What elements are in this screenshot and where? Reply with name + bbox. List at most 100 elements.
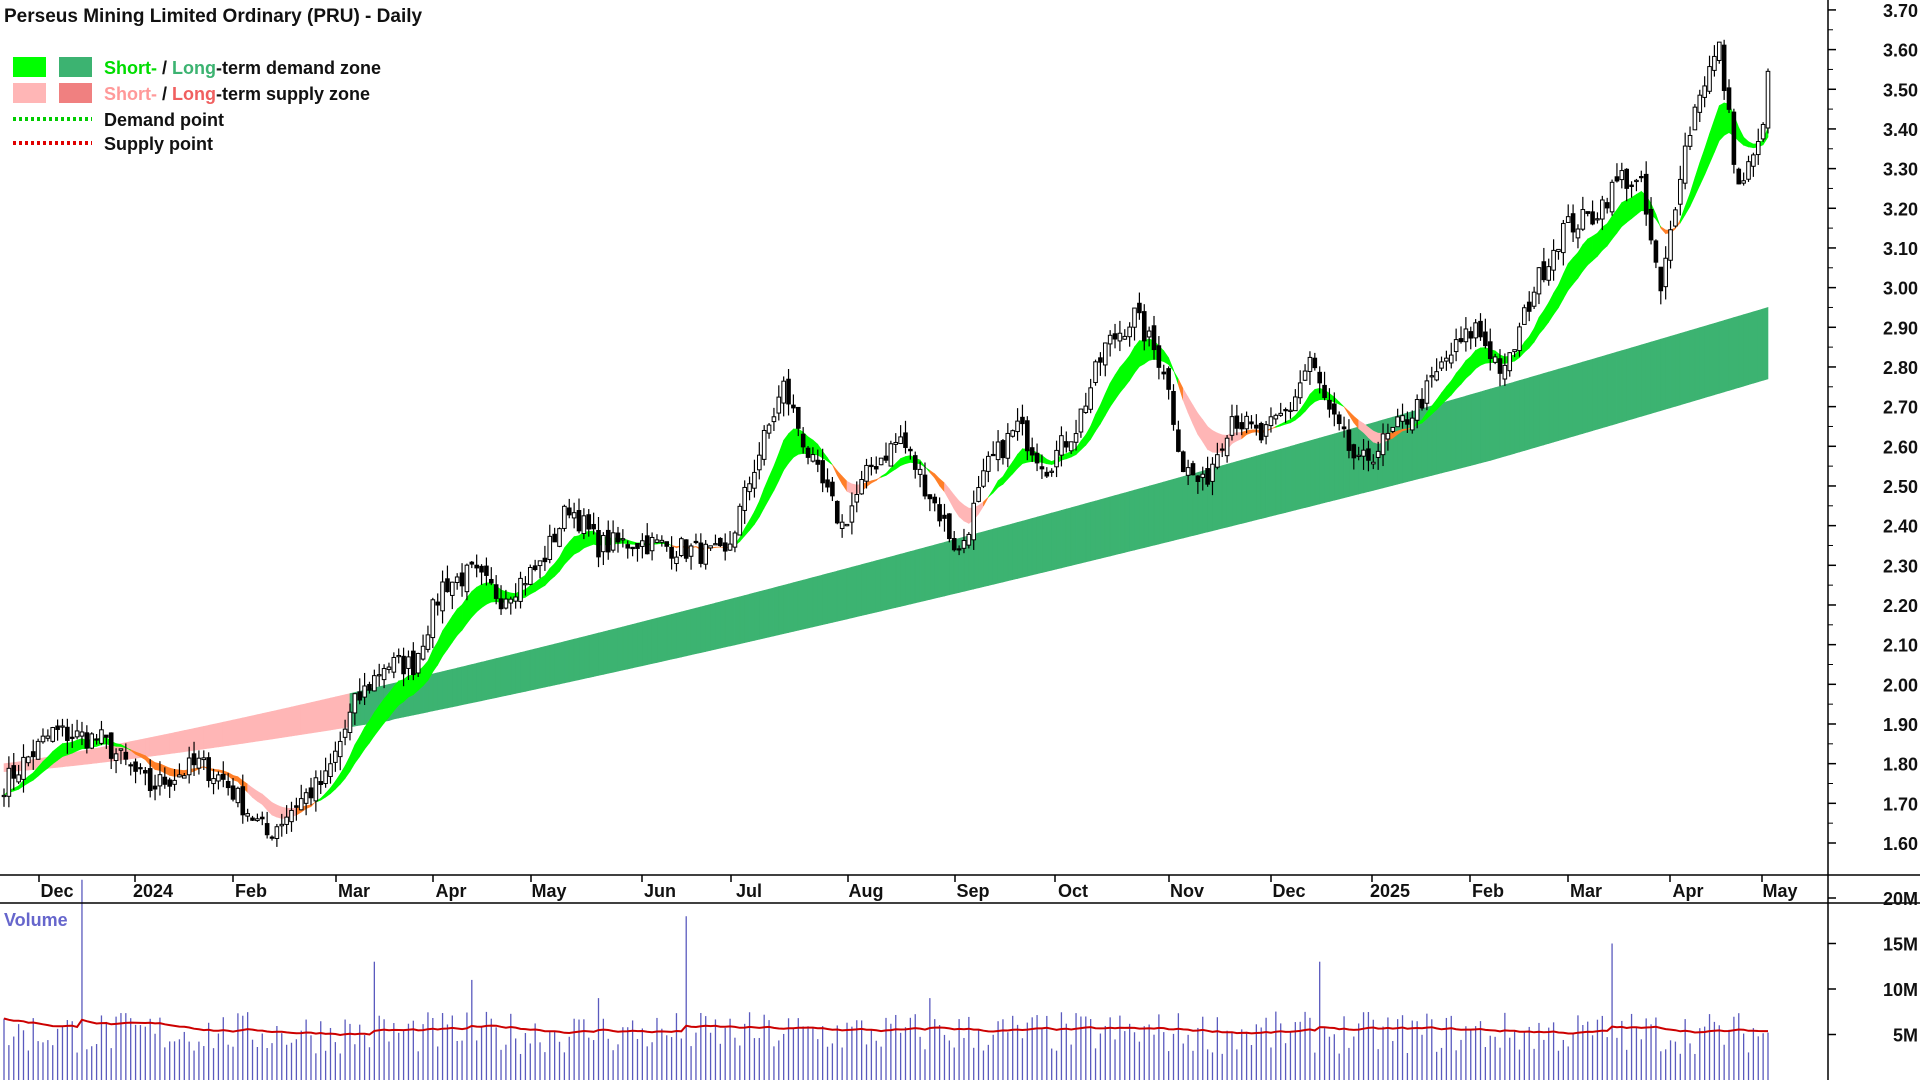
candle-body bbox=[347, 711, 353, 734]
long-zone-segment bbox=[154, 735, 161, 756]
candle-body bbox=[1039, 466, 1045, 470]
volume-y-axis: 20M 15M 10M 5M bbox=[1828, 889, 1918, 1046]
long-zone-segment bbox=[1236, 459, 1243, 526]
long-zone-segment bbox=[461, 665, 468, 706]
candle-body bbox=[1419, 398, 1425, 409]
candle-body bbox=[878, 457, 884, 466]
candle-body bbox=[1643, 173, 1649, 215]
long-zone-segment bbox=[437, 671, 443, 711]
candlestick-series bbox=[1, 39, 1771, 847]
candle-body bbox=[206, 757, 211, 782]
candle-body bbox=[1176, 429, 1181, 452]
volume-bar-series bbox=[3, 879, 1769, 1080]
candle-body bbox=[610, 532, 616, 551]
x-tick-label: Dec bbox=[40, 881, 73, 901]
x-tick-label: Feb bbox=[1472, 881, 1504, 901]
candle-body bbox=[1239, 422, 1245, 430]
long-zone-segment bbox=[1338, 430, 1345, 500]
long-zone-segment bbox=[559, 641, 565, 685]
candle-body bbox=[1721, 44, 1727, 92]
long-zone-segment bbox=[1119, 492, 1126, 554]
long-zone-segment bbox=[1173, 477, 1179, 541]
candle-body bbox=[372, 675, 377, 692]
long-zone-segment bbox=[1645, 341, 1652, 416]
long-zone-segment bbox=[797, 579, 804, 631]
long-zone-segment bbox=[1592, 357, 1598, 432]
long-zone-segment bbox=[929, 544, 936, 600]
candle-body bbox=[947, 513, 952, 540]
long-zone-segment bbox=[1080, 503, 1087, 564]
candle-body bbox=[747, 483, 752, 493]
candle-body bbox=[937, 504, 942, 522]
candle-body bbox=[888, 443, 894, 467]
long-zone-segment bbox=[856, 564, 862, 618]
short-zone-segment bbox=[486, 582, 492, 605]
candle-body bbox=[289, 809, 294, 823]
long-zone-segment bbox=[1499, 384, 1506, 459]
long-zone-segment bbox=[1134, 488, 1140, 551]
candle-body bbox=[986, 455, 991, 472]
candle-body bbox=[1600, 199, 1605, 220]
candle-body bbox=[1054, 449, 1059, 468]
long-zone-segment bbox=[778, 584, 784, 636]
long-zone-segment bbox=[1104, 496, 1111, 558]
candle-body bbox=[464, 564, 470, 593]
candle-body bbox=[869, 464, 874, 468]
candle-body bbox=[542, 557, 548, 563]
candle-body bbox=[893, 441, 899, 445]
x-tick-label: Apr bbox=[436, 881, 467, 901]
candle-body bbox=[450, 581, 455, 596]
candle-body bbox=[1020, 416, 1025, 425]
candle-body bbox=[1, 794, 7, 798]
long-zone-segment bbox=[452, 667, 458, 708]
x-tick-label: Apr bbox=[1673, 881, 1704, 901]
long-zone-segment bbox=[1684, 330, 1691, 404]
short-zone-segment bbox=[398, 679, 404, 706]
long-zone-segment bbox=[1567, 364, 1574, 439]
candle-body bbox=[859, 479, 864, 495]
candle-body bbox=[1624, 168, 1629, 189]
volume-tick-label: 10M bbox=[1883, 980, 1918, 1000]
candle-body bbox=[1249, 421, 1254, 425]
candle-body bbox=[605, 529, 611, 553]
long-zone-segment bbox=[812, 575, 819, 628]
candle-body bbox=[401, 655, 406, 675]
long-zone-segment bbox=[749, 592, 755, 642]
candle-body bbox=[912, 455, 918, 470]
long-zone-segment bbox=[203, 724, 209, 750]
long-zone-segment bbox=[145, 737, 151, 758]
long-zone-segment bbox=[1762, 307, 1769, 381]
short-zone-segment bbox=[1251, 429, 1257, 433]
candle-body bbox=[1434, 371, 1439, 381]
candle-body bbox=[1068, 441, 1074, 452]
long-zone-segment bbox=[1002, 524, 1009, 583]
candle-body bbox=[834, 500, 840, 524]
long-zone-segment bbox=[846, 566, 853, 620]
long-zone-segment bbox=[802, 578, 809, 630]
long-zone-segment bbox=[1221, 463, 1228, 529]
candle-body bbox=[1507, 352, 1513, 372]
candle-body bbox=[157, 774, 163, 787]
y-tick-label: 3.20 bbox=[1883, 199, 1918, 219]
candle-body bbox=[1312, 357, 1318, 369]
long-zone-segment bbox=[1475, 391, 1481, 465]
long-zone-segment bbox=[1065, 507, 1072, 568]
candle-body bbox=[1639, 176, 1644, 179]
long-zone-segment bbox=[325, 697, 331, 732]
candle-body bbox=[1244, 415, 1249, 430]
long-zone-segment bbox=[266, 711, 273, 741]
long-zone-segment bbox=[1553, 368, 1559, 443]
short-zone-segment bbox=[1480, 347, 1486, 366]
candle-body bbox=[1073, 433, 1079, 443]
short-zone-segment bbox=[783, 432, 789, 472]
candle-body bbox=[1317, 371, 1322, 384]
candle-body bbox=[1604, 202, 1610, 209]
candle-body bbox=[230, 785, 236, 800]
long-zone-segment bbox=[237, 717, 244, 745]
candle-body bbox=[1000, 440, 1006, 459]
long-zone-segment bbox=[1178, 476, 1184, 540]
short-zone-segment bbox=[1207, 425, 1213, 453]
candle-body bbox=[74, 730, 80, 738]
candle-body bbox=[1283, 409, 1288, 412]
long-zone-segment bbox=[705, 603, 711, 652]
